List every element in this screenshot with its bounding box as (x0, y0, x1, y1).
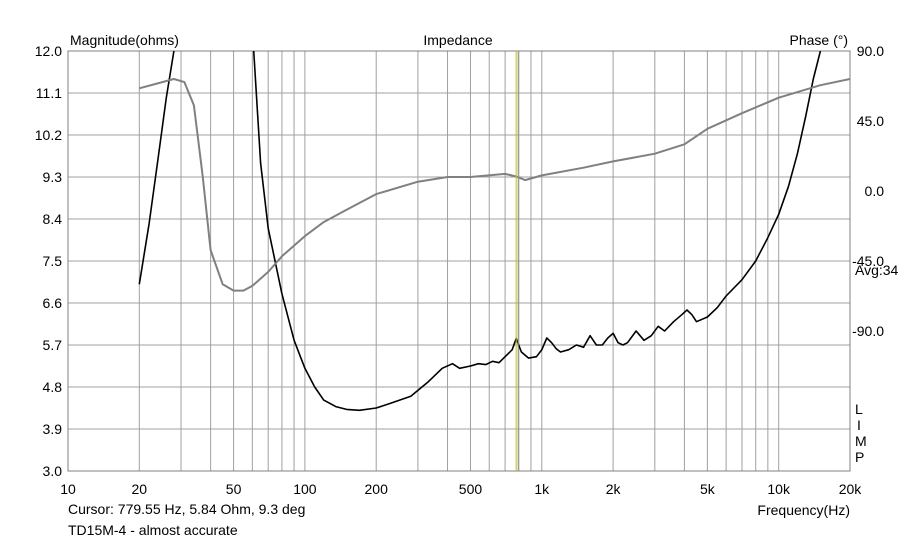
y2-tick-label: 45.0 (857, 113, 884, 129)
y-tick-label: 10.2 (35, 127, 62, 143)
grid-lines (68, 51, 850, 471)
y-tick-label: 3.9 (43, 421, 63, 437)
x-tick-label: 50 (226, 481, 242, 497)
x-tick-label: 10k (767, 481, 791, 497)
x-tick-label: 5k (700, 481, 716, 497)
cursor-readout: Cursor: 779.55 Hz, 5.84 Ohm, 9.3 deg (68, 501, 306, 517)
x-axis-label: Frequency(Hz) (757, 502, 850, 518)
x-tick-label: 1k (534, 481, 550, 497)
measurement-caption: TD15M-4 - almost accurate (68, 522, 238, 538)
side-letter-m: M (855, 433, 867, 449)
x-tick-label: 100 (293, 481, 317, 497)
y2-tick-labels: 90.0 45.0 0.0 -45.0 -90.0 (852, 43, 884, 339)
x-tick-label: 200 (365, 481, 389, 497)
left-axis-label: Magnitude(ohms) (70, 32, 179, 48)
right-axis-label: Phase (°) (789, 32, 848, 48)
y-tick-label: 7.5 (43, 253, 63, 269)
y2-tick-label: -45.0 (852, 253, 884, 269)
y2-tick-label: 90.0 (857, 43, 884, 59)
x-tick-labels: 10 20 50 100 200 500 1k 2k 5k 10k 20k (60, 481, 862, 497)
lmp-side-label: L I M P (855, 401, 867, 465)
y-tick-label: 8.4 (43, 211, 63, 227)
x-tick-label: 2k (606, 481, 622, 497)
y-tick-label: 9.3 (43, 169, 63, 185)
avg-annotation: Avg:34 (855, 262, 899, 278)
x-tick-label: 10 (60, 481, 76, 497)
x-tick-label: 20 (132, 481, 148, 497)
y-tick-label: 4.8 (43, 379, 63, 395)
phase-curve (139, 78, 850, 292)
side-letter-l: L (855, 401, 863, 417)
chart-title: Impedance (423, 32, 492, 48)
x-tick-label: 20k (839, 481, 863, 497)
y-tick-label: 12.0 (35, 43, 62, 59)
series-layer (138, 51, 850, 412)
side-letter-p: P (855, 449, 864, 465)
y-tick-label: 3.0 (43, 463, 63, 479)
plot-frame (67, 50, 851, 472)
y-tick-label: 5.7 (43, 337, 63, 353)
y-tick-label: 11.1 (36, 85, 62, 101)
x-tick-label: 500 (459, 481, 483, 497)
y2-tick-label: 0.0 (865, 183, 885, 199)
side-letter-i: I (857, 417, 861, 433)
y2-tick-label: -90.0 (852, 323, 884, 339)
y-tick-labels: 12.0 11.1 10.2 9.3 8.4 7.5 6.6 5.7 4.8 3.9 3.0 (35, 43, 62, 479)
y-tick-label: 6.6 (43, 295, 63, 311)
magnitude-curve (138, 51, 822, 412)
